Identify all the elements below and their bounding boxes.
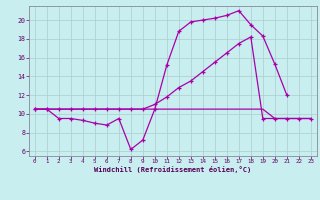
X-axis label: Windchill (Refroidissement éolien,°C): Windchill (Refroidissement éolien,°C)	[94, 166, 252, 173]
